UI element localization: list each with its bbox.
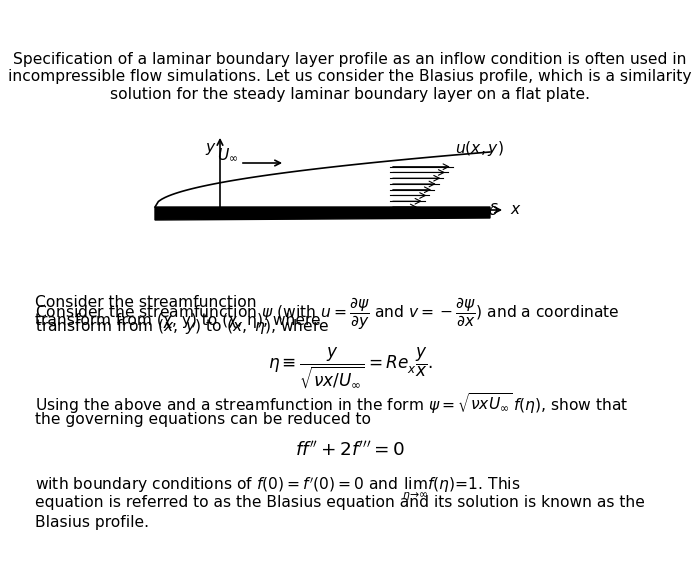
Text: y: y bbox=[206, 140, 215, 155]
Text: Consider the streamfunction: Consider the streamfunction bbox=[35, 295, 262, 310]
Text: $ff'' + 2f''' = 0$: $ff'' + 2f''' = 0$ bbox=[295, 440, 405, 459]
Text: transform from $(x,\ y)$ to $(x,\ \eta)$, where: transform from $(x,\ y)$ to $(x,\ \eta)$… bbox=[35, 317, 330, 336]
Text: Specification of a laminar boundary layer profile as an inflow condition is ofte: Specification of a laminar boundary laye… bbox=[8, 52, 692, 102]
Text: Consider the streamfunction $\psi$ (with $u = \dfrac{\partial\psi}{\partial y}$ : Consider the streamfunction $\psi$ (with… bbox=[35, 295, 620, 332]
Text: with boundary conditions of $f(0) = f'(0) = 0$ and $\lim_{\eta\to\infty} f(\eta): with boundary conditions of $f(0) = f'(0… bbox=[35, 475, 521, 503]
Text: $U_\infty$: $U_\infty$ bbox=[217, 147, 238, 163]
Polygon shape bbox=[155, 207, 490, 220]
Text: the governing equations can be reduced to: the governing equations can be reduced t… bbox=[35, 412, 371, 427]
Text: transform from (χ, y) to (χ, η), where: transform from (χ, y) to (χ, η), where bbox=[35, 313, 321, 328]
Text: equation is referred to as the Blasius equation and its solution is known as the: equation is referred to as the Blasius e… bbox=[35, 495, 645, 510]
Text: Blasius profile.: Blasius profile. bbox=[35, 515, 149, 530]
Text: Using the above and a streamfunction in the form $\psi = \sqrt{\nu x U_\infty}\,: Using the above and a streamfunction in … bbox=[35, 392, 629, 416]
Text: x: x bbox=[510, 203, 519, 217]
Text: $\eta \equiv \dfrac{y}{\sqrt{\nu x / U_\infty}} = Re_x^{\ } \dfrac{y}{x}$.: $\eta \equiv \dfrac{y}{\sqrt{\nu x / U_\… bbox=[267, 345, 433, 390]
Text: $u(x, y)$: $u(x, y)$ bbox=[455, 139, 504, 157]
Text: $\delta$: $\delta$ bbox=[488, 202, 498, 218]
